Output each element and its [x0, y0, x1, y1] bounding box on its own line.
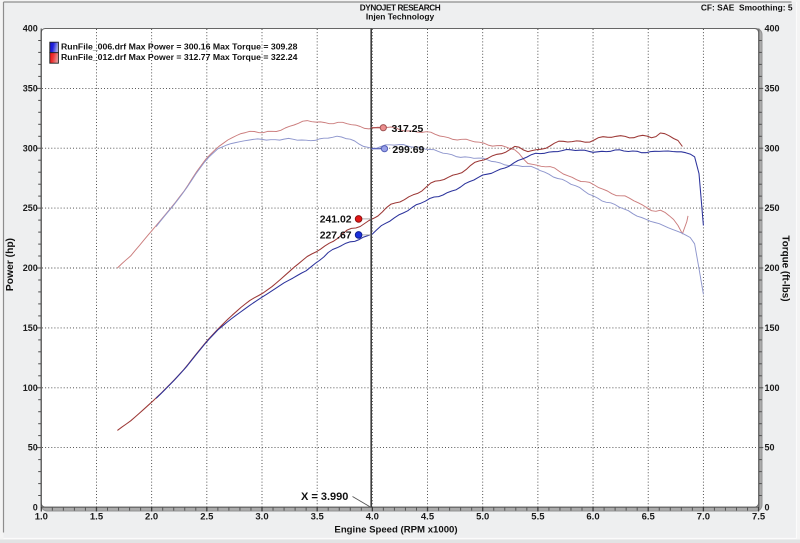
svg-text:6.5: 6.5	[642, 512, 656, 523]
svg-text:Power (hp): Power (hp)	[5, 238, 16, 291]
svg-text:3.5: 3.5	[311, 512, 325, 523]
svg-text:1.5: 1.5	[90, 512, 104, 523]
svg-text:RunFile_012.drf Max Power = 31: RunFile_012.drf Max Power = 312.77 Max T…	[61, 52, 298, 62]
svg-text:241.02: 241.02	[320, 215, 352, 226]
svg-text:3.0: 3.0	[255, 512, 268, 523]
svg-text:227.67: 227.67	[320, 231, 352, 242]
svg-text:299.69: 299.69	[393, 145, 425, 156]
svg-text:RunFile_006.drf Max Power = 30: RunFile_006.drf Max Power = 300.16 Max T…	[61, 42, 298, 52]
svg-text:50: 50	[765, 443, 775, 453]
svg-text:X = 3.990: X = 3.990	[301, 491, 348, 503]
svg-text:250: 250	[765, 203, 780, 213]
svg-text:200: 200	[765, 263, 780, 273]
svg-text:300: 300	[23, 143, 38, 153]
svg-text:4.0: 4.0	[366, 512, 379, 523]
svg-text:400: 400	[23, 24, 38, 34]
svg-text:300: 300	[765, 143, 780, 153]
svg-text:100: 100	[765, 383, 780, 393]
svg-text:DYNOJET RESEARCH: DYNOJET RESEARCH	[360, 4, 441, 13]
svg-text:350: 350	[765, 84, 780, 94]
svg-text:100: 100	[23, 383, 38, 393]
svg-text:Injen Technology: Injen Technology	[366, 11, 435, 21]
svg-text:1.0: 1.0	[35, 512, 48, 523]
svg-text:7.5: 7.5	[752, 512, 766, 523]
svg-text:2.0: 2.0	[145, 512, 158, 523]
svg-text:0: 0	[765, 503, 770, 513]
svg-text:5.0: 5.0	[476, 512, 489, 523]
svg-text:150: 150	[765, 323, 780, 333]
svg-text:4.5: 4.5	[421, 512, 435, 523]
svg-text:7.0: 7.0	[697, 512, 710, 523]
svg-text:6.0: 6.0	[586, 512, 599, 523]
svg-text:50: 50	[28, 443, 38, 453]
svg-text:Torque (ft-lbs): Torque (ft-lbs)	[780, 235, 791, 301]
svg-text:350: 350	[23, 84, 38, 94]
svg-text:2.5: 2.5	[200, 512, 214, 523]
svg-text:200: 200	[23, 263, 38, 273]
svg-text:0: 0	[33, 503, 38, 513]
svg-text:250: 250	[23, 203, 38, 213]
svg-text:5.5: 5.5	[531, 512, 545, 523]
svg-text:CF: SAE Smoothing: 5: CF: SAE Smoothing: 5	[701, 2, 793, 12]
svg-text:317.25: 317.25	[392, 124, 424, 135]
svg-text:400: 400	[765, 24, 780, 34]
svg-text:Engine Speed (RPM x1000): Engine Speed (RPM x1000)	[334, 525, 457, 536]
svg-text:150: 150	[23, 323, 38, 333]
